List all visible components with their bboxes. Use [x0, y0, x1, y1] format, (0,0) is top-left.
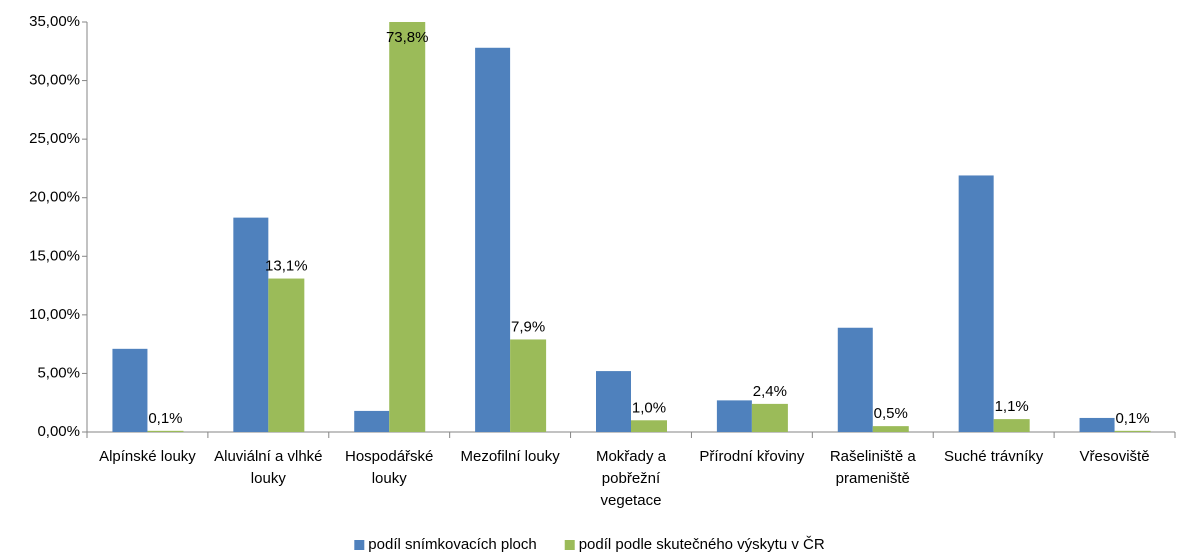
data-label: 1,0%: [632, 399, 666, 416]
bar: [993, 419, 1030, 432]
y-tick-label: 5,00%: [37, 364, 80, 381]
y-tick-label: 35,00%: [29, 13, 80, 30]
y-tick-label: 20,00%: [29, 189, 80, 206]
legend-label: podíl podle skutečného výskytu v ČR: [579, 536, 825, 553]
bar: [268, 278, 305, 432]
data-label: 0,1%: [148, 410, 182, 427]
x-tick-label: Aluviální a vlhké louky: [214, 448, 323, 487]
bar: [872, 426, 909, 432]
x-tick-label: Mokřady a pobřežní vegetace: [595, 448, 666, 509]
data-label: 13,1%: [265, 258, 308, 275]
bar: [510, 339, 547, 432]
bar: [147, 430, 184, 432]
bar: [354, 410, 390, 432]
bar: [958, 175, 994, 432]
legend-swatch: [564, 540, 575, 550]
x-tick-label: Vřesoviště: [1079, 448, 1150, 465]
data-label: 1,1%: [995, 398, 1029, 415]
x-tick-label: Hospodářské louky: [345, 448, 434, 487]
bar: [1079, 417, 1115, 432]
bar: [112, 348, 148, 432]
bar: [837, 327, 873, 432]
bar: [716, 400, 752, 432]
data-label: 73,8%: [386, 29, 429, 46]
bar: [751, 403, 788, 432]
data-label: 0,5%: [874, 405, 908, 422]
x-tick-label: Rašeliniště a prameniště: [829, 448, 916, 487]
bar: [389, 22, 426, 432]
legend-swatch: [354, 540, 365, 550]
x-tick-label: Přírodní křoviny: [699, 448, 805, 465]
data-label: 0,1%: [1115, 410, 1149, 427]
x-tick-label: Suché trávníky: [944, 448, 1044, 465]
bar: [596, 371, 631, 432]
bar: [1114, 430, 1151, 432]
x-tick-label: Mezofilní louky: [460, 448, 560, 465]
legend-label: podíl snímkovacích ploch: [368, 536, 536, 553]
y-tick-label: 15,00%: [29, 247, 80, 264]
bar: [631, 420, 667, 432]
bar: [475, 47, 511, 432]
y-tick-label: 25,00%: [29, 130, 80, 147]
x-tick-label: Alpínské louky: [99, 448, 196, 465]
y-tick-label: 10,00%: [29, 306, 80, 323]
data-label: 2,4%: [753, 383, 787, 400]
y-tick-label: 30,00%: [29, 72, 80, 89]
plot-area: [112, 22, 1151, 432]
data-label: 7,9%: [511, 318, 545, 335]
bar: [233, 217, 269, 432]
y-tick-label: 0,00%: [37, 423, 80, 440]
